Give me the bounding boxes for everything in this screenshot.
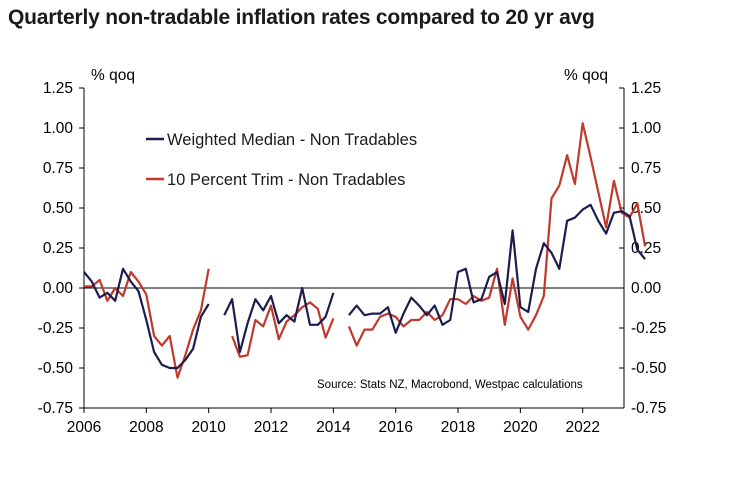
right-axis-unit-label: % qoq	[564, 67, 608, 84]
right-y-tick-label: 1.00	[631, 120, 662, 137]
axes: 1.25 1.251.00 1.000.75 0.750.50 0.500.25 0.25…	[38, 80, 667, 436]
legend: Weighted Median - Non Tradables 10 Perce…	[146, 131, 417, 189]
left-y-tick-label: 0.50	[43, 200, 74, 217]
left-y-tick-label: 0.25	[43, 240, 73, 257]
x-tick-label: 2010	[191, 419, 226, 436]
series-layer	[83, 122, 647, 379]
right-y-tick-label: -0.75	[631, 400, 666, 417]
x-tick-label: 2014	[316, 419, 351, 436]
source-annotation: Source: Stats NZ, Macrobond, Westpac cal…	[317, 379, 583, 391]
left-y-tick-label: -0.50	[38, 360, 74, 377]
left-axis-unit-label: % qoq	[91, 67, 135, 84]
x-tick-label: 2022	[565, 419, 599, 436]
left-y-tick-label: 0.75	[43, 160, 73, 177]
chart-title: Quarterly non-tradable inflation rates c…	[8, 6, 595, 29]
left-y-tick-label: 1.25	[43, 80, 73, 97]
x-tick-label: 2016	[378, 419, 412, 436]
right-y-tick-label: 0.75	[631, 160, 661, 177]
x-tick-label: 2006	[67, 419, 101, 436]
series-line-ten-percent-trim	[84, 122, 647, 379]
right-y-tick-label: -0.50	[631, 360, 667, 377]
legend-label-ten-percent-trim: 10 Percent Trim - Non Tradables	[167, 171, 405, 189]
right-y-tick-label: -0.25	[631, 320, 666, 337]
left-y-tick-label: -0.25	[38, 320, 73, 337]
left-y-tick-label: -0.75	[38, 400, 73, 417]
right-y-tick-label: 1.25	[631, 80, 661, 97]
legend-label-weighted-median: Weighted Median - Non Tradables	[167, 131, 417, 149]
x-tick-label: 2008	[129, 419, 163, 436]
x-tick-label: 2018	[441, 419, 475, 436]
x-tick-label: 2012	[254, 419, 288, 436]
left-y-tick-label: 1.00	[43, 120, 74, 137]
left-y-tick-label: 0.00	[43, 280, 74, 297]
series-line-weighted-median	[83, 203, 646, 370]
x-tick-label: 2020	[503, 419, 538, 436]
right-y-tick-label: 0.00	[631, 280, 662, 297]
